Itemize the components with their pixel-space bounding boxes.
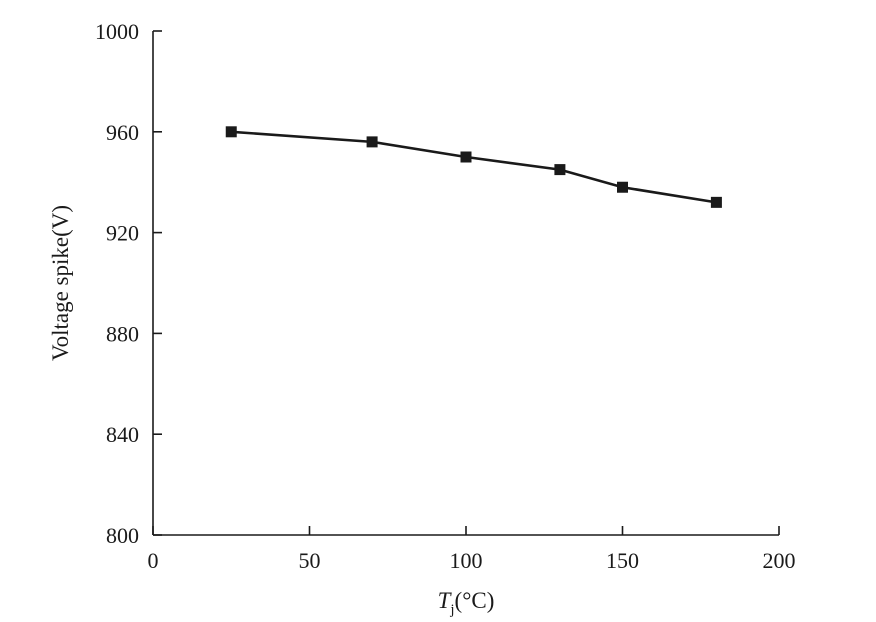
y-tick-label: 880 [106, 321, 139, 346]
data-point-marker [366, 136, 378, 148]
y-tick-label: 840 [106, 422, 139, 447]
axes [152, 31, 779, 536]
y-tick-label: 920 [106, 221, 139, 246]
x-tick-label: 100 [450, 548, 483, 573]
series [231, 130, 717, 204]
y-tick-label: 1000 [95, 19, 139, 44]
y-axis-title: Voltage spike(V) [48, 205, 73, 361]
data-point-marker [460, 151, 472, 163]
x-ticks: 0 50 100 150 200 [148, 526, 796, 573]
x-axis-title-main: T [438, 588, 453, 613]
x-axis-title-unit: (°C) [455, 588, 495, 613]
x-tick-label: 50 [299, 548, 321, 573]
data-point-marker [554, 164, 566, 176]
x-axis-title-subscript: j [449, 602, 454, 618]
data-point-marker [225, 126, 237, 138]
x-tick-label: 200 [763, 548, 796, 573]
x-tick-label: 150 [606, 548, 639, 573]
data-point-marker [617, 181, 628, 193]
data-point-marker [710, 196, 722, 208]
y-tick-label: 800 [106, 523, 139, 548]
series-line [231, 130, 717, 204]
x-tick-label: 0 [148, 548, 159, 573]
markers [225, 126, 722, 208]
y-tick-label: 960 [106, 120, 139, 145]
x-axis-title: Tj(°C) [438, 588, 495, 618]
y-ticks: 800 840 880 920 960 1000 [95, 19, 162, 548]
